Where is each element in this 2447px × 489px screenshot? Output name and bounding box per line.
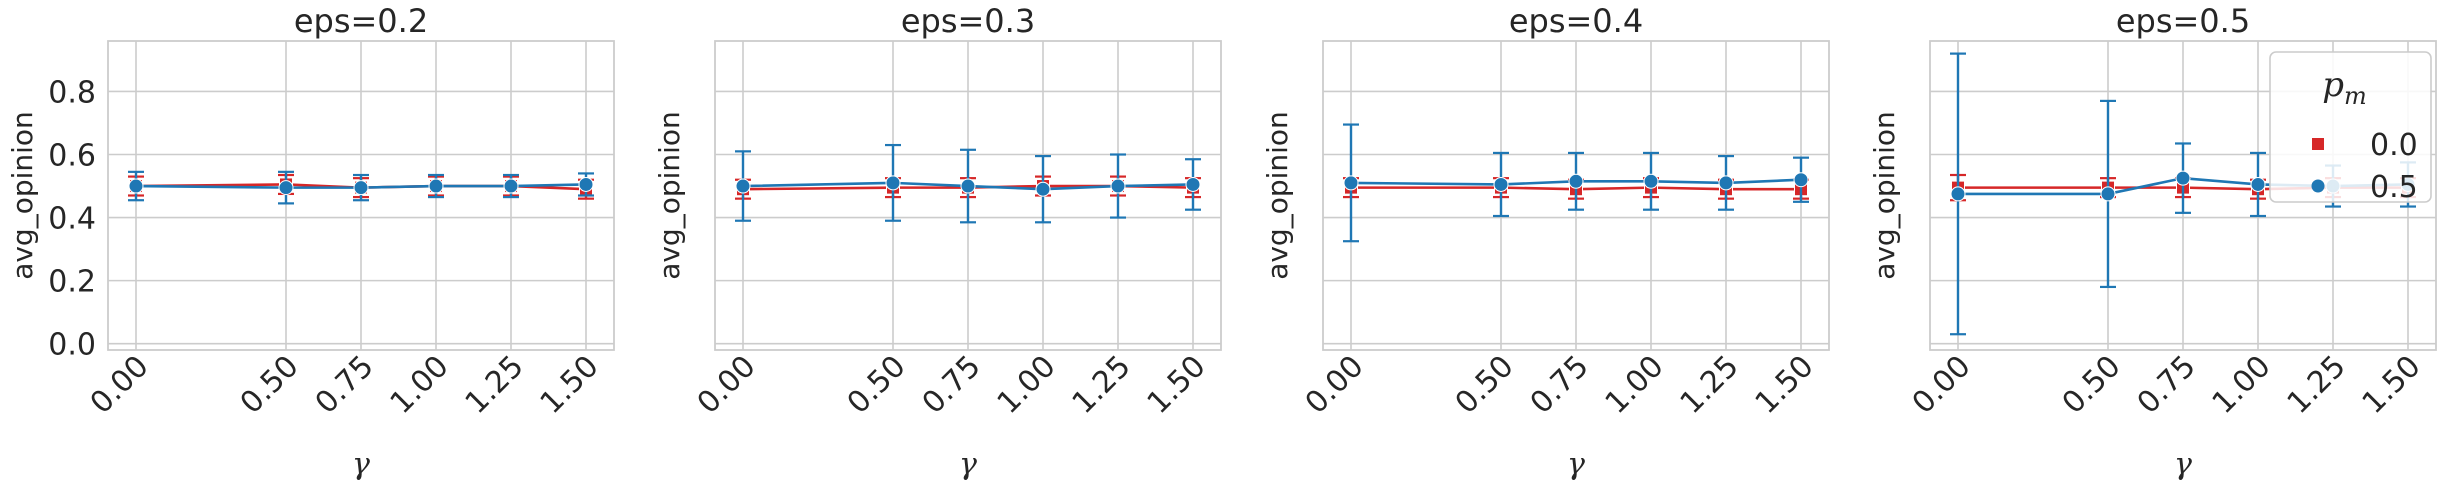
y-tick-label: 0.6 [48, 139, 96, 174]
data-point [503, 178, 519, 194]
legend: pm0.0 0.5 [2269, 51, 2432, 205]
data-point [885, 175, 901, 191]
data-point [1643, 173, 1659, 189]
x-axis-label: γ [1567, 447, 1585, 482]
legend-title: pm [2322, 65, 2367, 110]
y-axis-label: avg_opinion [1261, 111, 1294, 280]
x-tick-label: 0.50 [841, 349, 913, 421]
data-point [2100, 186, 2116, 202]
y-axis-label: avg_opinion [6, 111, 39, 280]
series-0.5 [735, 143, 1201, 224]
legend-title-sub: m [2344, 82, 2367, 110]
plot-frame [107, 40, 615, 351]
data-point [428, 178, 444, 194]
legend-marker [2311, 179, 2325, 193]
x-tick-label: 0.00 [1906, 349, 1978, 421]
data-point [353, 180, 369, 196]
x-tick-label: 1.00 [1599, 349, 1671, 421]
x-tick-label: 1.25 [2281, 349, 2353, 421]
legend-label: 0.0 [2370, 128, 2418, 163]
data-point [960, 178, 976, 194]
x-axis-label: γ [2174, 447, 2192, 482]
series-line [742, 181, 1194, 191]
legend-box [2269, 51, 2432, 203]
legend-title-main: p [2322, 65, 2344, 105]
data-point [1343, 175, 1359, 191]
plot-frame [714, 40, 1222, 351]
chart-title: eps=0.2 [294, 2, 428, 40]
data-point [1950, 186, 1966, 202]
x-axis-label: γ [352, 447, 370, 482]
subplot-2: eps=0.3 avg_opinion 0.00 0.50 0.75 1.00 1.25 1.… [653, 2, 1222, 482]
data-point [278, 180, 294, 196]
y-axis-label: avg_opinion [653, 111, 686, 280]
x-tick-label: 1.00 [2206, 349, 2278, 421]
legend-marker [2312, 138, 2324, 150]
x-tick-label: 1.00 [384, 349, 456, 421]
data-point [1035, 181, 1051, 197]
data-point [128, 178, 144, 194]
x-tick-label: 0.75 [2131, 349, 2203, 421]
x-tick-label: 0.50 [234, 349, 306, 421]
y-tick-label: 0.8 [48, 75, 96, 110]
data-point [578, 176, 594, 192]
plot-frame [1322, 40, 1830, 351]
data-point [1110, 178, 1126, 194]
y-tick-label: 0.0 [48, 328, 96, 363]
x-tick-label: 0.00 [691, 349, 763, 421]
series-0.5 [128, 170, 594, 205]
series-line [135, 183, 587, 189]
data-point [1793, 172, 1809, 188]
y-axis-label: avg_opinion [1868, 111, 1901, 280]
series-0.5 [1343, 123, 1809, 243]
chart-title: eps=0.4 [1509, 2, 1643, 40]
subplot-3: eps=0.4 avg_opinion 0.00 0.50 0.75 1.00 1.25 1.… [1261, 2, 1830, 482]
x-tick-label: 1.50 [1141, 349, 1213, 421]
data-point [2175, 170, 2191, 186]
x-tick-label: 0.50 [2056, 349, 2128, 421]
x-tick-label: 1.50 [2356, 349, 2428, 421]
data-point [1718, 175, 1734, 191]
x-tick-label: 0.75 [1524, 349, 1596, 421]
y-tick-label: 0.2 [48, 265, 96, 300]
data-point [1568, 173, 1584, 189]
legend-label: 0.5 [2370, 170, 2418, 205]
subplot-4: eps=0.5 avg_opinion 0.00 0.50 0.75 1.00 1.25 1.… [1868, 2, 2437, 482]
chart-title: eps=0.3 [901, 2, 1035, 40]
x-tick-label: 1.50 [1749, 349, 1821, 421]
data-point [2250, 176, 2266, 192]
y-tick-label: 0.4 [48, 202, 96, 237]
plot-frame [1929, 40, 2437, 351]
series-line [1350, 178, 1802, 186]
x-tick-label: 0.75 [309, 349, 381, 421]
chart-title: eps=0.5 [2116, 2, 2250, 40]
x-tick-label: 0.50 [1449, 349, 1521, 421]
x-tick-label: 0.00 [1299, 349, 1371, 421]
x-tick-label: 1.25 [1066, 349, 1138, 421]
x-tick-label: 1.00 [991, 349, 1063, 421]
x-tick-label: 1.25 [1674, 349, 1746, 421]
x-tick-label: 1.25 [459, 349, 531, 421]
data-point [1493, 176, 1509, 192]
data-point [735, 178, 751, 194]
x-axis-label: γ [959, 447, 977, 482]
series-line [1351, 186, 1801, 191]
data-point [1185, 176, 1201, 192]
x-tick-label: 1.50 [534, 349, 606, 421]
x-tick-label: 0.75 [916, 349, 988, 421]
